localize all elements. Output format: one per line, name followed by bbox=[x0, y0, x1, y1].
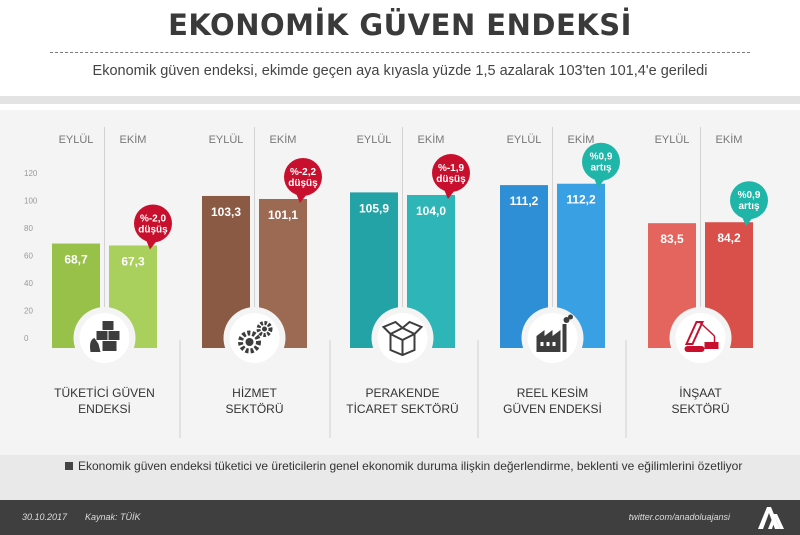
month-label: EKİM bbox=[270, 133, 297, 146]
month-label: EKİM bbox=[716, 133, 743, 146]
title-divider bbox=[50, 52, 750, 53]
footer-source: Kaynak: TÜİK bbox=[85, 512, 141, 522]
bar-value-label: 111,2 bbox=[510, 194, 539, 208]
footnote-bullet bbox=[65, 462, 73, 470]
category-label: GÜVEN ENDEKSİ bbox=[503, 402, 602, 416]
footer-date: 30.10.2017 bbox=[22, 512, 68, 522]
gears-icon bbox=[238, 321, 273, 354]
icon-circle bbox=[675, 313, 726, 363]
category-label: TÜKETİCİ GÜVEN bbox=[54, 386, 155, 400]
month-label: EKİM bbox=[568, 133, 595, 146]
aa-logo-icon bbox=[758, 507, 784, 529]
category-label: SEKTÖRÜ bbox=[225, 402, 283, 416]
category-label: PERAKENDE bbox=[365, 386, 439, 400]
month-label: EYLÜL bbox=[507, 134, 542, 146]
change-badge bbox=[432, 154, 470, 192]
bar-value-label: 67,3 bbox=[121, 254, 145, 268]
category-label: REEL KESİM bbox=[517, 386, 589, 400]
bar-value-label: 104,0 bbox=[416, 204, 446, 218]
footer bbox=[0, 500, 800, 535]
bar-value-label: 101,1 bbox=[268, 208, 298, 222]
change-badge-label: düşüş bbox=[288, 178, 318, 189]
change-badge-value: %-2,0 bbox=[140, 213, 167, 224]
y-tick-label: 100 bbox=[24, 197, 38, 206]
bar-value-label: 68,7 bbox=[64, 253, 88, 267]
icon-circle bbox=[229, 313, 280, 363]
change-badge-label: düşüş bbox=[138, 224, 168, 235]
header bbox=[0, 0, 800, 110]
y-tick-label: 20 bbox=[24, 307, 33, 316]
category-label: TİCARET SEKTÖRÜ bbox=[346, 402, 458, 416]
footnote-area bbox=[0, 455, 800, 500]
bar-value-label: 84,2 bbox=[717, 231, 741, 245]
month-label: EYLÜL bbox=[655, 134, 690, 146]
y-tick-label: 0 bbox=[24, 334, 29, 343]
consumer-icon bbox=[90, 321, 120, 352]
change-badge-value: %-2,2 bbox=[290, 167, 317, 178]
bar-value-label: 105,9 bbox=[359, 201, 389, 215]
change-badge bbox=[284, 157, 322, 196]
crane-icon bbox=[684, 321, 719, 352]
change-badge-value: %0,9 bbox=[590, 152, 613, 163]
y-tick-label: 80 bbox=[24, 224, 33, 233]
month-label: EKİM bbox=[418, 133, 445, 146]
bar-value-label: 112,2 bbox=[566, 193, 596, 207]
category-label: İNŞAAT bbox=[679, 386, 722, 400]
page-title: EKONOMİK GÜVEN ENDEKSİ bbox=[168, 8, 632, 42]
month-label: EYLÜL bbox=[59, 134, 94, 146]
month-label: EYLÜL bbox=[209, 134, 244, 146]
y-tick-label: 120 bbox=[24, 169, 38, 178]
bar-value-label: 103,3 bbox=[211, 205, 241, 219]
category-label: HİZMET bbox=[232, 386, 277, 400]
change-badge bbox=[134, 204, 172, 243]
change-badge bbox=[582, 142, 620, 181]
header-band bbox=[0, 96, 800, 104]
bar-value-label: 83,5 bbox=[660, 232, 684, 246]
factory-icon bbox=[536, 314, 573, 352]
y-tick-label: 60 bbox=[24, 252, 33, 261]
box-icon bbox=[381, 320, 424, 357]
change-badge-label: artış bbox=[738, 201, 760, 212]
change-badge bbox=[730, 181, 768, 220]
month-label: EKİM bbox=[120, 133, 147, 146]
footer-twitter[interactable]: twitter.com/anadoluajansi bbox=[628, 512, 730, 522]
footnote: Ekonomik güven endeksi tüketici ve üreti… bbox=[78, 459, 743, 473]
category-label: ENDEKSİ bbox=[78, 402, 131, 416]
y-tick-label: 40 bbox=[24, 279, 33, 288]
subtitle: Ekonomik güven endeksi, ekimde geçen aya… bbox=[92, 63, 708, 79]
change-badge-label: düşüş bbox=[436, 174, 466, 185]
change-badge-label: artış bbox=[590, 163, 612, 174]
change-badge-value: %-1,9 bbox=[438, 163, 465, 174]
category-label: SEKTÖRÜ bbox=[671, 402, 729, 416]
month-label: EYLÜL bbox=[357, 134, 392, 146]
change-badge-value: %0,9 bbox=[738, 190, 761, 201]
